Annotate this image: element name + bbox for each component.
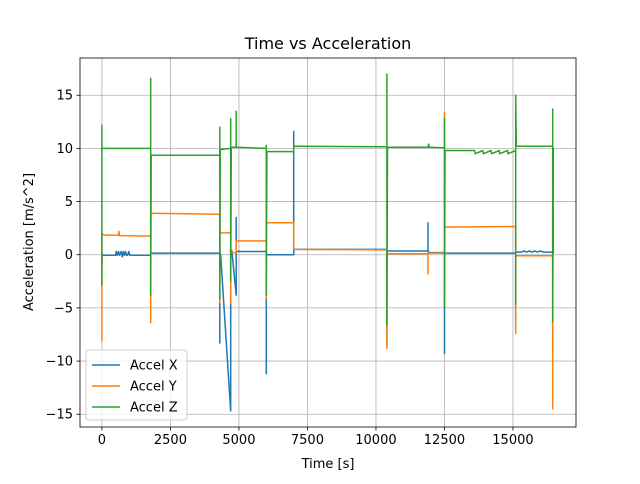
- chart-title: Time vs Acceleration: [244, 34, 412, 53]
- y-tick-label: 15: [56, 89, 73, 104]
- series-layer: [101, 73, 555, 412]
- y-axis-label: Acceleration [m/s^2]: [22, 173, 37, 311]
- legend: Accel X Accel Y Accel Z: [85, 349, 188, 421]
- legend-box: [85, 349, 188, 421]
- x-tick-label: 2500: [154, 433, 187, 448]
- legend-label: Accel Z: [130, 401, 178, 416]
- y-tick-label: −5: [54, 301, 73, 316]
- x-tick-label: 7500: [291, 433, 324, 448]
- y-tick-label: −15: [46, 408, 73, 423]
- series-line-accel-x: [101, 130, 555, 412]
- y-tick-label: 0: [65, 248, 73, 263]
- y-tick-label: −10: [46, 355, 73, 370]
- legend-label: Accel Y: [130, 380, 177, 395]
- y-tick-label: 5: [65, 195, 73, 210]
- x-axis-label: Time [s]: [301, 457, 355, 472]
- y-axis: −15 −10 −5 0 5 10 15: [46, 89, 80, 423]
- series-line-accel-z: [101, 73, 555, 326]
- x-tick-label: 10000: [355, 433, 396, 448]
- x-tick-label: 0: [98, 433, 106, 448]
- plot-frame: [79, 57, 577, 428]
- x-tick-label: 12500: [424, 433, 465, 448]
- x-tick-label: 5000: [222, 433, 255, 448]
- x-axis: 0 2500 5000 7500 10000 12500 15000: [98, 427, 534, 448]
- legend-label: Accel X: [130, 359, 178, 374]
- y-tick-label: 10: [56, 142, 73, 157]
- x-tick-label: 15000: [492, 433, 533, 448]
